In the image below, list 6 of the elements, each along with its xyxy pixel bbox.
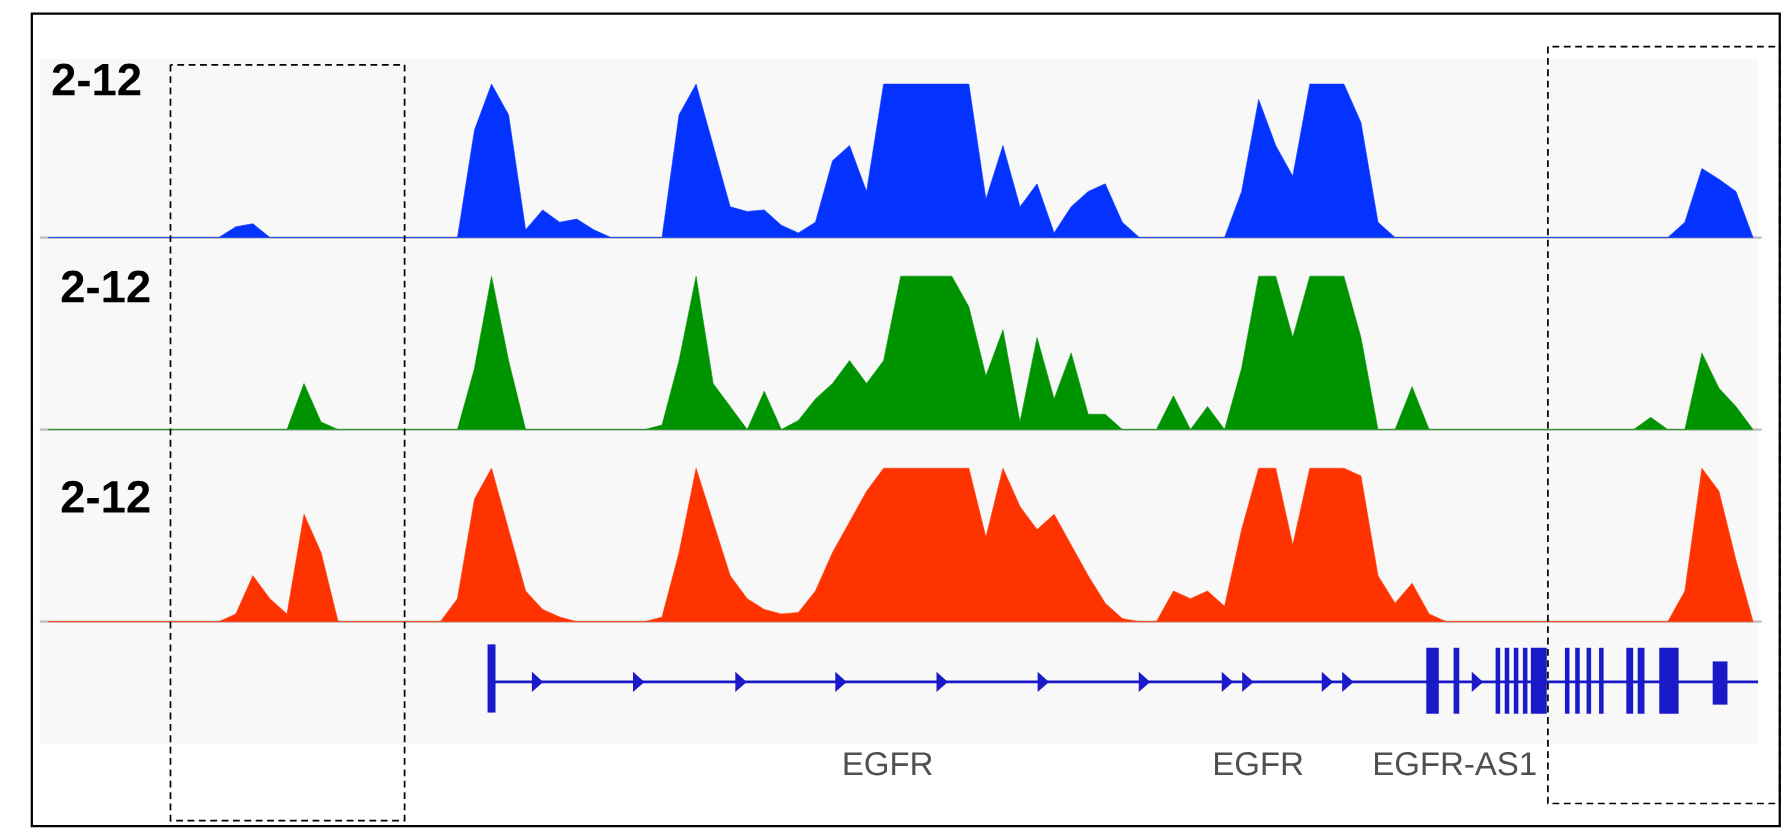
text: EGFR <box>844 752 932 776</box>
y-axis-title: 2-12 <box>61 480 150 513</box>
y-axis-title: 2-12 <box>52 63 141 96</box>
text: EGFR <box>1215 752 1303 776</box>
text: EGFR-AS1 <box>1375 752 1536 776</box>
y-axis-title: 2-12 <box>61 270 150 303</box>
